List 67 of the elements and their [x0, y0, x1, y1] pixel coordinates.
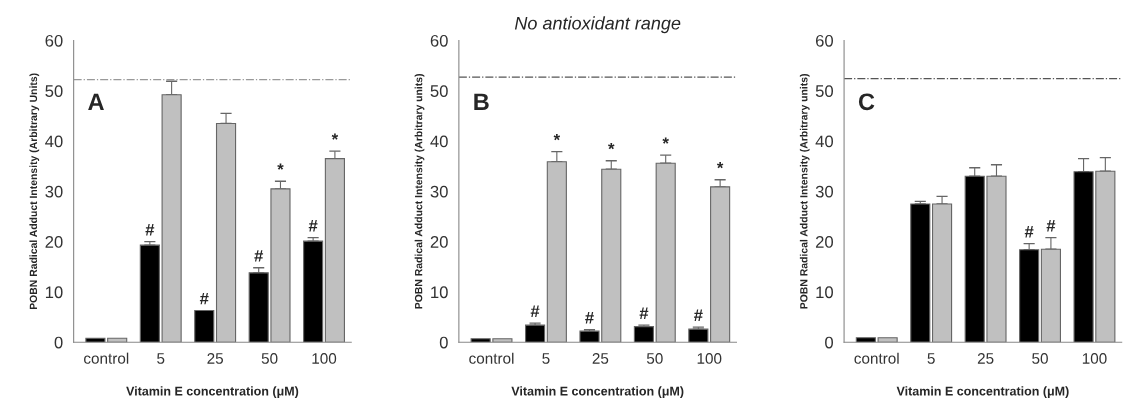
annotation: # [145, 224, 155, 236]
annotation: * [662, 137, 669, 144]
annotation: B [474, 93, 489, 110]
bar [303, 240, 324, 343]
y-tick-label: 10 [816, 286, 834, 299]
annotation: # [639, 307, 649, 319]
annotation: # [1024, 226, 1034, 238]
annotation: # [694, 309, 703, 321]
y-axis-title: POBN Radical Adduct Intensity (Arbitrary units) [799, 74, 810, 309]
y-tick-label: 30 [45, 185, 63, 198]
x-tick-label: 5 [157, 353, 165, 364]
y-tick-label: 10 [431, 286, 448, 299]
y-tick-label: 60 [45, 34, 63, 47]
annotation: # [585, 312, 594, 324]
y-tick-label: 40 [430, 135, 448, 148]
x-tick-label: 100 [697, 353, 722, 364]
annotation: * [716, 162, 724, 169]
annotation: * [608, 142, 615, 150]
y-tick-label: 20 [815, 236, 834, 248]
y-tick-label: 0 [54, 336, 63, 349]
y-tick-label: 20 [45, 236, 63, 248]
annotation: * [331, 133, 339, 140]
x-tick-label: 50 [1032, 353, 1048, 364]
x-axis-title: Vitamin E concentration (μM) [896, 386, 1069, 398]
bar [633, 326, 655, 343]
x-tick-label: 25 [592, 353, 609, 364]
annotation: # [1046, 220, 1056, 232]
y-tick-label: 50 [45, 85, 63, 97]
y-tick-label: 60 [430, 34, 448, 47]
x-tick-label: 50 [261, 353, 278, 364]
x-tick-label: 5 [927, 353, 935, 364]
y-tick-label: 50 [430, 85, 448, 97]
y-tick-label: 60 [815, 34, 834, 47]
x-tick-label: control [469, 352, 514, 364]
bar [910, 203, 931, 343]
x-tick-label: 25 [207, 353, 224, 364]
y-tick-label: 10 [45, 286, 63, 299]
annotation: * [277, 163, 284, 170]
y-tick-label: 40 [45, 135, 63, 148]
x-tick-label: 25 [977, 353, 994, 364]
y-tick-label: 40 [815, 135, 834, 148]
x-tick-label: 100 [312, 353, 337, 364]
x-tick-label: 5 [542, 353, 550, 364]
chart-title: No antioxidant range [514, 16, 681, 34]
x-tick-label: 50 [646, 353, 663, 364]
annotation: # [530, 305, 540, 317]
y-axis-title: POBN Radical Adduct Intensity (Arbitrary units) [414, 74, 425, 309]
y-tick-label: 20 [430, 236, 448, 248]
y-tick-label: 0 [439, 336, 448, 349]
annotation: # [199, 292, 209, 305]
bar [194, 309, 215, 343]
x-axis-title: Vitamin E concentration (μM) [126, 386, 299, 398]
annotation: A [88, 93, 104, 110]
annotation: C [858, 93, 875, 111]
x-tick-label: control [854, 352, 899, 364]
x-tick-label: control [84, 352, 129, 364]
x-tick-label: 100 [1082, 353, 1107, 364]
x-axis-title: Vitamin E concentration (μM) [511, 386, 684, 398]
annotation: # [308, 220, 318, 232]
y-tick-label: 50 [815, 85, 834, 97]
bar [524, 324, 546, 343]
y-axis-title: POBN Radical Adduct Intensity (Arbitrary Units) [29, 73, 40, 310]
y-tick-label: 0 [825, 336, 834, 349]
annotation: # [254, 250, 264, 262]
y-tick-label: 30 [430, 185, 448, 198]
annotation: * [553, 133, 561, 141]
y-tick-label: 30 [815, 185, 834, 198]
